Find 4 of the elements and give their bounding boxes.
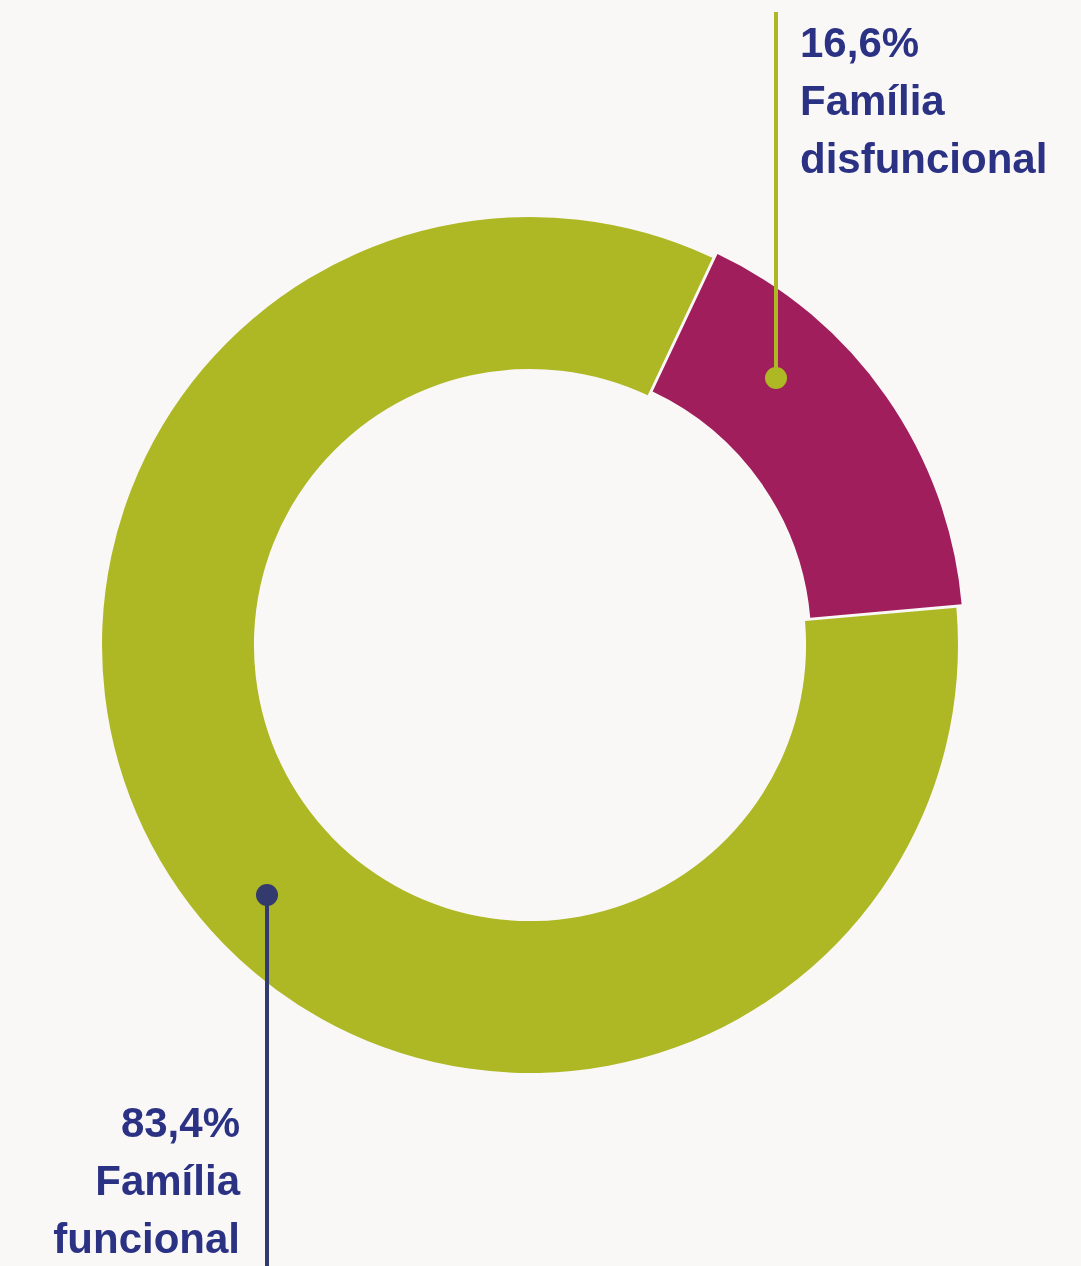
slice-label: Família disfuncional <box>800 76 1048 182</box>
slice-label: Família funcional <box>53 1156 241 1262</box>
data-label: 16,6% <box>800 18 920 66</box>
data-label: 83,4% <box>120 1098 240 1146</box>
